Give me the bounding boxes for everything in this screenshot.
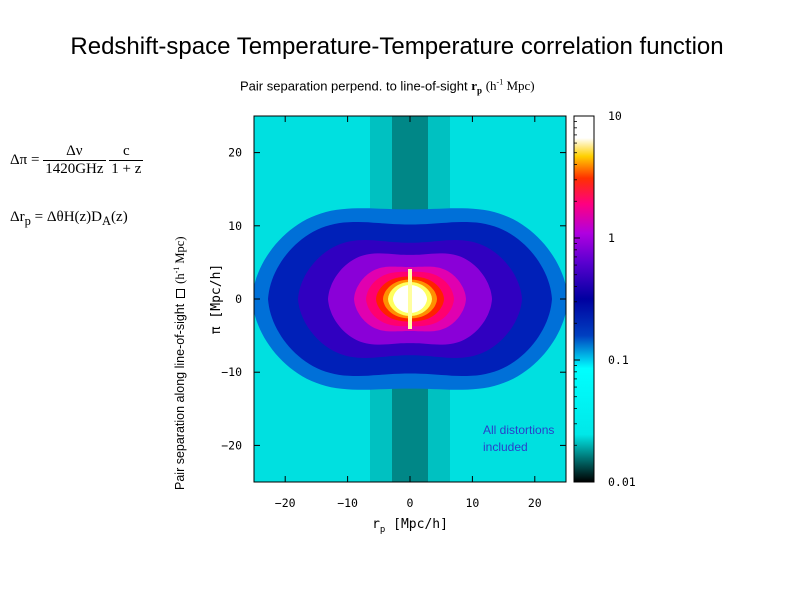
correlation-heatmap-chart: −20 −10 0 10 20 −20 −10 0 10 20 rp [Mpc/h] π [Mp… bbox=[209, 109, 636, 535]
top-caption-symbol: rp bbox=[471, 78, 483, 96]
los-spike bbox=[408, 269, 412, 329]
y-tick-label: −10 bbox=[221, 365, 242, 379]
y-tick-label: 10 bbox=[228, 219, 242, 233]
y-tick-label: −20 bbox=[221, 438, 242, 452]
fraction-frequency: Δν 1420GHz bbox=[43, 143, 106, 177]
x-tick-label: 10 bbox=[465, 496, 479, 510]
top-caption-unit: (h-1 Mpc) bbox=[485, 78, 535, 94]
colorbar-tick-label: 1 bbox=[608, 231, 615, 245]
heatmap-field bbox=[254, 116, 566, 482]
annotation-line-1: All distortions bbox=[483, 423, 554, 437]
formula-delta-rp: Δrp = ΔθH(z)DA(z) bbox=[10, 209, 128, 228]
colorbar-tick-label: 0.01 bbox=[608, 475, 636, 489]
colorbar-tick-label: 10 bbox=[608, 109, 622, 123]
missing-glyph-box bbox=[176, 289, 186, 299]
x-axis-ticks: −20 −10 0 10 20 bbox=[275, 116, 542, 510]
y-axis-ticks: −20 −10 0 10 20 bbox=[221, 146, 566, 452]
left-axis-caption: Pair separation along line-of-sight (h-1… bbox=[172, 237, 188, 490]
x-tick-label: −10 bbox=[337, 496, 358, 510]
y-tick-label: 0 bbox=[235, 292, 242, 306]
y-axis-label: π [Mpc/h] bbox=[209, 264, 224, 334]
colorbar-tick-label: 0.1 bbox=[608, 353, 629, 367]
x-axis-label: rp [Mpc/h] bbox=[372, 517, 448, 535]
colorbar-ticks: 10 1 0.1 0.01 bbox=[574, 109, 636, 489]
slide-title: Redshift-space Temperature-Temperature c… bbox=[70, 33, 724, 60]
top-axis-caption: Pair separation perpend. to line-of-sigh… bbox=[240, 78, 535, 96]
left-caption-unit: (h-1 Mpc) bbox=[172, 236, 188, 284]
annotation-line-2: included bbox=[483, 440, 528, 454]
x-tick-label: −20 bbox=[275, 496, 296, 510]
colorbar bbox=[573, 115, 595, 483]
x-tick-label: 20 bbox=[528, 496, 542, 510]
top-caption-text: Pair separation perpend. to line-of-sigh… bbox=[240, 78, 468, 94]
left-caption-text: Pair separation along line-of-sight bbox=[173, 303, 188, 490]
y-tick-label: 20 bbox=[228, 146, 242, 160]
x-tick-label: 0 bbox=[407, 496, 414, 510]
